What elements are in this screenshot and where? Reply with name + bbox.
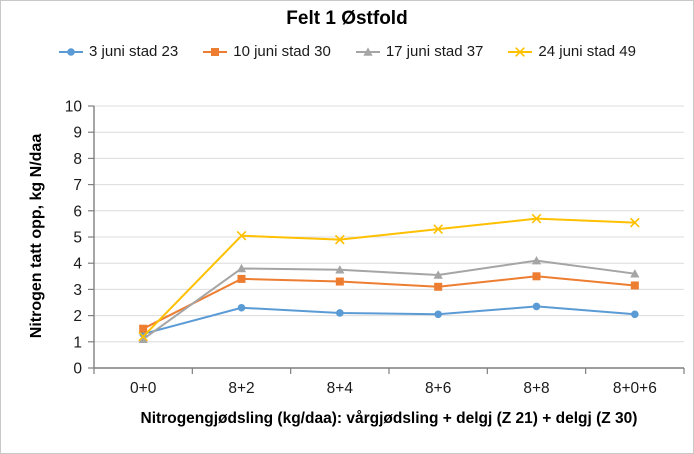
data-point-marker — [236, 263, 247, 273]
data-point-marker — [531, 213, 542, 224]
y-tick-label: 1 — [73, 334, 82, 351]
data-point-marker — [434, 310, 442, 319]
chart-legend: 3 juni stad 23 10 juni stad 30 17 juni sta… — [1, 43, 693, 60]
data-point-marker — [433, 224, 444, 235]
x-marker-icon — [508, 46, 533, 57]
x-category-label: 8+8 — [523, 380, 549, 397]
series-line — [142, 305, 636, 335]
y-tick-label: 3 — [73, 282, 82, 299]
chart-title: Felt 1 Østfold — [286, 8, 408, 29]
data-point-marker — [630, 281, 639, 290]
y-tick-label: 4 — [73, 256, 82, 273]
data-point-marker — [138, 334, 148, 343]
series-10-juni-stad-30 — [139, 272, 639, 333]
data-point-marker — [630, 269, 640, 278]
data-point-marker — [138, 331, 149, 342]
y-tick-label: 2 — [73, 308, 82, 325]
axes — [88, 105, 685, 374]
data-point-marker — [335, 265, 345, 274]
y-tick-labels: 0 1 2 3 4 5 6 7 8 9 10 — [65, 99, 83, 378]
series-line — [142, 275, 636, 330]
x-category-label: 8+6 — [425, 380, 451, 397]
series-line — [142, 259, 636, 341]
data-point-marker — [335, 277, 344, 286]
circle-marker-icon — [59, 47, 84, 56]
x-tick-labels: 0+0 8+2 8+4 8+6 8+8 8+0+6 — [130, 380, 657, 397]
y-tick-label: 9 — [73, 125, 82, 142]
data-point-marker — [236, 230, 247, 241]
data-point-marker — [237, 274, 246, 283]
data-point-marker — [434, 282, 443, 291]
series-17-juni-stad-37 — [138, 255, 640, 343]
legend-item-10-juni-stad-30: 10 juni stad 30 — [202, 43, 331, 60]
legend-label: 24 juni stad 49 — [538, 43, 636, 60]
x-category-label: 8+4 — [327, 380, 354, 397]
data-point-marker — [363, 46, 373, 56]
square-marker-icon — [203, 47, 228, 56]
series-24-juni-stad-49 — [138, 213, 640, 342]
legend-item-17-juni-stad-37: 17 juni stad 37 — [355, 43, 484, 60]
data-point-marker — [629, 217, 640, 228]
x-category-label: 8+2 — [228, 380, 254, 397]
y-tick-label: 10 — [65, 99, 83, 116]
data-point-marker — [532, 302, 541, 311]
y-tick-label: 8 — [73, 151, 82, 168]
data-point-marker — [433, 270, 443, 279]
triangle-marker-icon — [355, 46, 380, 56]
x-category-label: 8+0+6 — [613, 380, 657, 397]
series-line — [142, 217, 636, 338]
legend-label: 10 juni stad 30 — [233, 43, 331, 60]
y-tick-label: 7 — [73, 177, 82, 194]
data-point-marker — [515, 46, 526, 57]
legend-item-3-juni-stad-23: 3 juni stad 23 — [58, 43, 178, 60]
x-axis-title: Nitrogengjødsling (kg/daa): vårgjødsling… — [140, 410, 638, 427]
data-point-marker — [139, 324, 148, 333]
legend-label: 17 juni stad 37 — [385, 43, 484, 60]
y-tick-label: 0 — [73, 361, 82, 378]
y-tick-label: 6 — [73, 203, 82, 220]
data-point-marker — [211, 47, 220, 56]
legend-label: 3 juni stad 23 — [89, 43, 179, 60]
data-point-marker — [631, 310, 639, 319]
x-category-label: 0+0 — [130, 380, 157, 397]
data-point-marker — [67, 47, 75, 56]
legend-item-24-juni-stad-49: 24 juni stad 49 — [507, 43, 636, 60]
data-point-marker — [336, 309, 344, 317]
data-point-marker — [237, 303, 246, 312]
data-point-marker — [531, 255, 542, 265]
series-3-juni-stad-23 — [139, 302, 639, 338]
data-point-marker — [334, 234, 345, 245]
gridlines — [94, 105, 684, 343]
y-tick-label: 5 — [73, 230, 82, 247]
data-point-marker — [532, 272, 541, 281]
